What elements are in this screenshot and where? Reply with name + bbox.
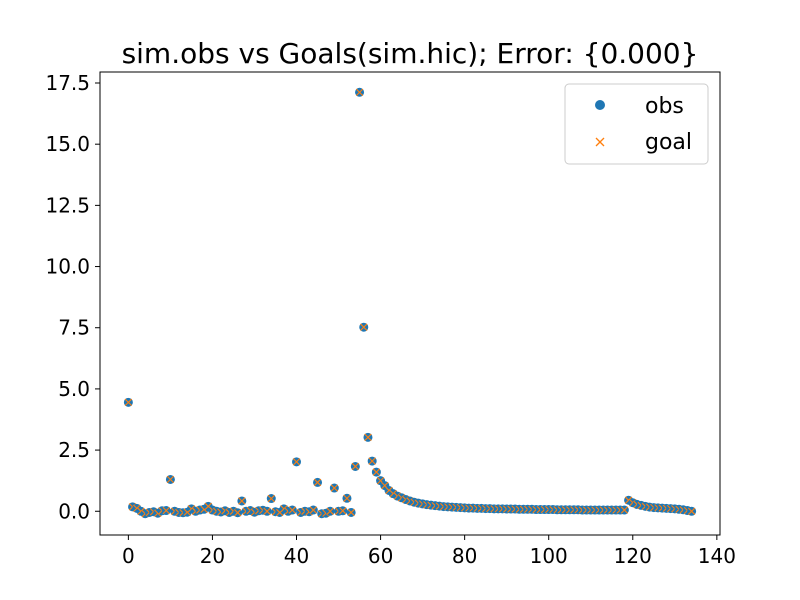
x-tick-label: 0 [122, 544, 135, 568]
y-axis: 0.0 2.5 5.0 7.5 10.0 12.5 15.0 17.5 [45, 71, 100, 523]
goal-point [124, 398, 133, 407]
x-tick-label: 40 [284, 544, 309, 568]
legend-obs-label: obs [645, 94, 684, 119]
goal-point [292, 458, 301, 466]
goal-point [166, 475, 175, 484]
goal-point [360, 323, 368, 331]
y-tick-label: 12.5 [45, 193, 90, 217]
goal-point [368, 457, 376, 465]
goal-point [330, 484, 339, 492]
goal-point [288, 506, 296, 514]
x-tick-label: 100 [530, 544, 568, 568]
y-tick-label: 15.0 [45, 132, 90, 156]
legend: obs goal [564, 83, 709, 165]
goal-point [620, 506, 629, 514]
goal-point [343, 494, 351, 502]
legend-goal-label: goal [645, 130, 692, 155]
y-tick-label: 17.5 [45, 71, 90, 95]
x-tick-label: 140 [698, 544, 736, 568]
goal-point [372, 468, 381, 476]
goal-point [347, 508, 355, 517]
y-tick-label: 0.0 [58, 499, 90, 523]
goal-point [263, 507, 271, 515]
x-tick-label: 120 [614, 544, 652, 568]
goal-point [238, 497, 246, 505]
y-tick-label: 2.5 [58, 438, 90, 462]
goal-point [351, 462, 360, 471]
chart-title: sim.obs vs Goals(sim.hic); Error: {0.000… [122, 37, 699, 70]
y-tick-label: 7.5 [58, 316, 90, 340]
y-tick-label: 5.0 [58, 377, 90, 401]
goal-point [687, 507, 696, 515]
x-tick-label: 60 [368, 544, 393, 568]
goal-point [364, 433, 372, 442]
goal-point [326, 507, 334, 515]
goal-point [267, 494, 275, 503]
legend-goal-marker [595, 137, 605, 147]
x-axis: 0 20 40 60 80 100 120 140 [122, 535, 736, 568]
legend-obs-marker [595, 100, 605, 110]
data-points [123, 87, 697, 519]
x-tick-label: 20 [200, 544, 225, 568]
x-tick-label: 80 [452, 544, 477, 568]
goal-point [339, 507, 347, 515]
y-tick-label: 10.0 [45, 255, 90, 279]
goal-point [355, 88, 364, 97]
goal-point [309, 506, 318, 514]
goal-point [233, 509, 242, 517]
goal-point [162, 506, 170, 515]
goal-point [313, 478, 322, 487]
plot-frame [99, 71, 721, 536]
